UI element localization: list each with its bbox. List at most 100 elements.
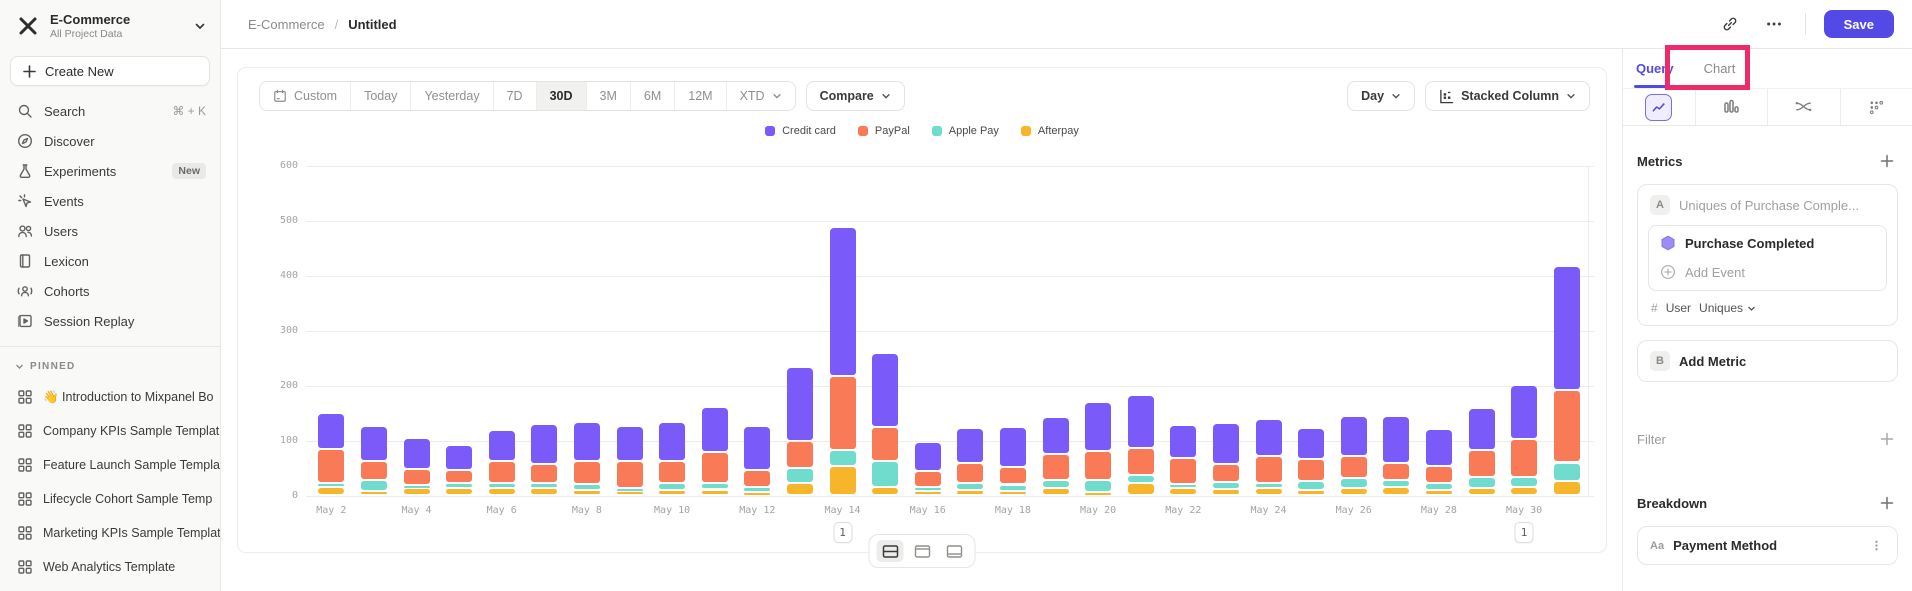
bar-segment-apple-pay[interactable] — [1426, 483, 1452, 490]
bar-segment-paypal[interactable] — [489, 461, 515, 483]
bar-segment-paypal[interactable] — [361, 461, 387, 480]
chart-type-button[interactable]: Stacked Column — [1425, 81, 1590, 111]
bar-segment-credit-card[interactable] — [1341, 416, 1367, 455]
bar-segment-credit-card[interactable] — [1298, 428, 1324, 459]
bar-segment-credit-card[interactable] — [702, 408, 728, 451]
bar-segment-afterpay[interactable] — [1511, 488, 1537, 494]
legend-item[interactable]: PayPal — [857, 123, 910, 138]
bar-segment-afterpay[interactable] — [1128, 483, 1154, 494]
bar-segment-apple-pay[interactable] — [1383, 480, 1409, 487]
add-breakdown-button[interactable] — [1876, 492, 1898, 514]
bar-segment-paypal[interactable] — [744, 470, 770, 486]
bar-segment-apple-pay[interactable] — [617, 489, 643, 492]
bar-segment-credit-card[interactable] — [659, 422, 685, 460]
bar-segment-afterpay[interactable] — [830, 467, 856, 494]
bar-segment-apple-pay[interactable] — [744, 487, 770, 491]
top-panel-view-toggle[interactable] — [909, 540, 936, 562]
bar-segment-apple-pay[interactable] — [872, 461, 898, 486]
bar-segment-afterpay[interactable] — [1426, 491, 1452, 495]
viz-tab-funnels[interactable] — [1695, 89, 1768, 125]
viz-tab-insights[interactable] — [1623, 89, 1696, 125]
legend-item[interactable]: Credit card — [765, 123, 836, 138]
date-range-12m[interactable]: 12M — [675, 82, 727, 110]
bar-segment-credit-card[interactable] — [318, 413, 344, 448]
bar-segment-afterpay[interactable] — [1469, 489, 1495, 494]
pinned-board-item[interactable]: 👋 Introduction to Mixpanel Bo — [0, 380, 220, 414]
bar-segment-credit-card[interactable] — [404, 438, 430, 468]
bar-segment-paypal[interactable] — [915, 472, 941, 486]
bar-segment-credit-card[interactable] — [957, 428, 983, 462]
pinned-board-item[interactable]: Company KPIs Sample Templat — [0, 414, 220, 448]
sidebar-item-cohorts[interactable]: Cohorts — [0, 276, 220, 306]
workspace-switcher[interactable]: E-Commerce All Project Data — [0, 0, 220, 48]
bar-segment-afterpay[interactable] — [915, 492, 941, 495]
bar-segment-paypal[interactable] — [872, 428, 898, 460]
bar-segment-paypal[interactable] — [404, 469, 430, 484]
bar-segment-afterpay[interactable] — [659, 491, 685, 495]
date-range-6m[interactable]: 6M — [630, 82, 676, 110]
sidebar-item-experiments[interactable]: Experiments New — [0, 156, 220, 186]
tab-query[interactable]: Query — [1634, 49, 1676, 88]
legend-item[interactable]: Apple Pay — [931, 123, 999, 138]
bar-segment-credit-card[interactable] — [744, 427, 770, 469]
bar-segment-apple-pay[interactable] — [1511, 478, 1537, 487]
sidebar-item-events[interactable]: Events — [0, 186, 220, 216]
legend-item[interactable]: Afterpay — [1020, 123, 1079, 138]
pinned-board-item[interactable]: Feature Launch Sample Templa — [0, 448, 220, 482]
sidebar-item-users[interactable]: Users — [0, 216, 220, 246]
bar-segment-afterpay[interactable] — [1298, 491, 1324, 495]
bar-segment-paypal[interactable] — [1085, 452, 1111, 479]
bar-segment-afterpay[interactable] — [1383, 488, 1409, 494]
bar-segment-apple-pay[interactable] — [1043, 480, 1069, 488]
date-range-yesterday[interactable]: Yesterday — [411, 82, 494, 110]
bar-segment-apple-pay[interactable] — [1128, 475, 1154, 482]
bar-segment-apple-pay[interactable] — [489, 484, 515, 488]
create-new-button[interactable]: Create New — [10, 56, 210, 86]
bar-segment-apple-pay[interactable] — [1000, 485, 1026, 491]
bar-segment-apple-pay[interactable] — [1213, 483, 1239, 488]
bar-segment-apple-pay[interactable] — [915, 487, 941, 491]
bar-segment-credit-card[interactable] — [446, 445, 472, 470]
bar-segment-apple-pay[interactable] — [318, 483, 344, 486]
annotation-count-badge[interactable]: 1 — [833, 522, 852, 543]
copy-link-button[interactable] — [1717, 11, 1743, 37]
bar-segment-apple-pay[interactable] — [531, 484, 557, 488]
compare-button[interactable]: Compare — [805, 81, 905, 111]
bar-segment-afterpay[interactable] — [1213, 489, 1239, 494]
bar-segment-credit-card[interactable] — [787, 368, 813, 441]
bar-segment-credit-card[interactable] — [1085, 402, 1111, 450]
bar-segment-credit-card[interactable] — [574, 422, 600, 460]
bar-segment-afterpay[interactable] — [361, 491, 387, 494]
bar-segment-afterpay[interactable] — [1256, 489, 1282, 494]
bar-segment-apple-pay[interactable] — [702, 484, 728, 489]
sidebar-item-session-replay[interactable]: Session Replay — [0, 306, 220, 336]
bar-segment-apple-pay[interactable] — [1341, 478, 1367, 488]
bar-segment-paypal[interactable] — [1554, 390, 1580, 462]
sidebar-item-search[interactable]: Search ⌘ + K — [0, 96, 220, 126]
bar-segment-paypal[interactable] — [1213, 464, 1239, 482]
bar-segment-afterpay[interactable] — [404, 488, 430, 495]
bar-segment-paypal[interactable] — [574, 461, 600, 483]
pinned-board-item[interactable]: Web Analytics Template — [0, 550, 220, 584]
bar-segment-credit-card[interactable] — [1469, 408, 1495, 450]
breadcrumb-page-title[interactable]: Untitled — [348, 16, 397, 32]
bar-segment-paypal[interactable] — [1426, 467, 1452, 482]
date-range-3m[interactable]: 3M — [586, 82, 631, 110]
bar-segment-apple-pay[interactable] — [404, 485, 430, 488]
bar-segment-credit-card[interactable] — [617, 427, 643, 460]
event-row[interactable]: Purchase Completed — [1649, 226, 1886, 260]
bar-segment-afterpay[interactable] — [1043, 489, 1069, 494]
annotation-count-badge[interactable]: 1 — [1514, 522, 1534, 543]
add-event-row[interactable]: Add Event — [1649, 260, 1886, 290]
bar-segment-afterpay[interactable] — [872, 487, 898, 495]
bar-segment-credit-card[interactable] — [872, 353, 898, 427]
bar-segment-afterpay[interactable] — [1341, 489, 1367, 494]
bar-segment-credit-card[interactable] — [830, 228, 856, 375]
bar-segment-afterpay[interactable] — [787, 484, 813, 494]
count-entity[interactable]: User — [1665, 301, 1692, 315]
bar-segment-credit-card[interactable] — [1000, 428, 1026, 466]
bar-segment-paypal[interactable] — [1341, 456, 1367, 477]
date-range-xtd[interactable]: XTD — [726, 82, 795, 110]
bar-segment-afterpay[interactable] — [489, 489, 515, 494]
save-button[interactable]: Save — [1823, 10, 1894, 38]
